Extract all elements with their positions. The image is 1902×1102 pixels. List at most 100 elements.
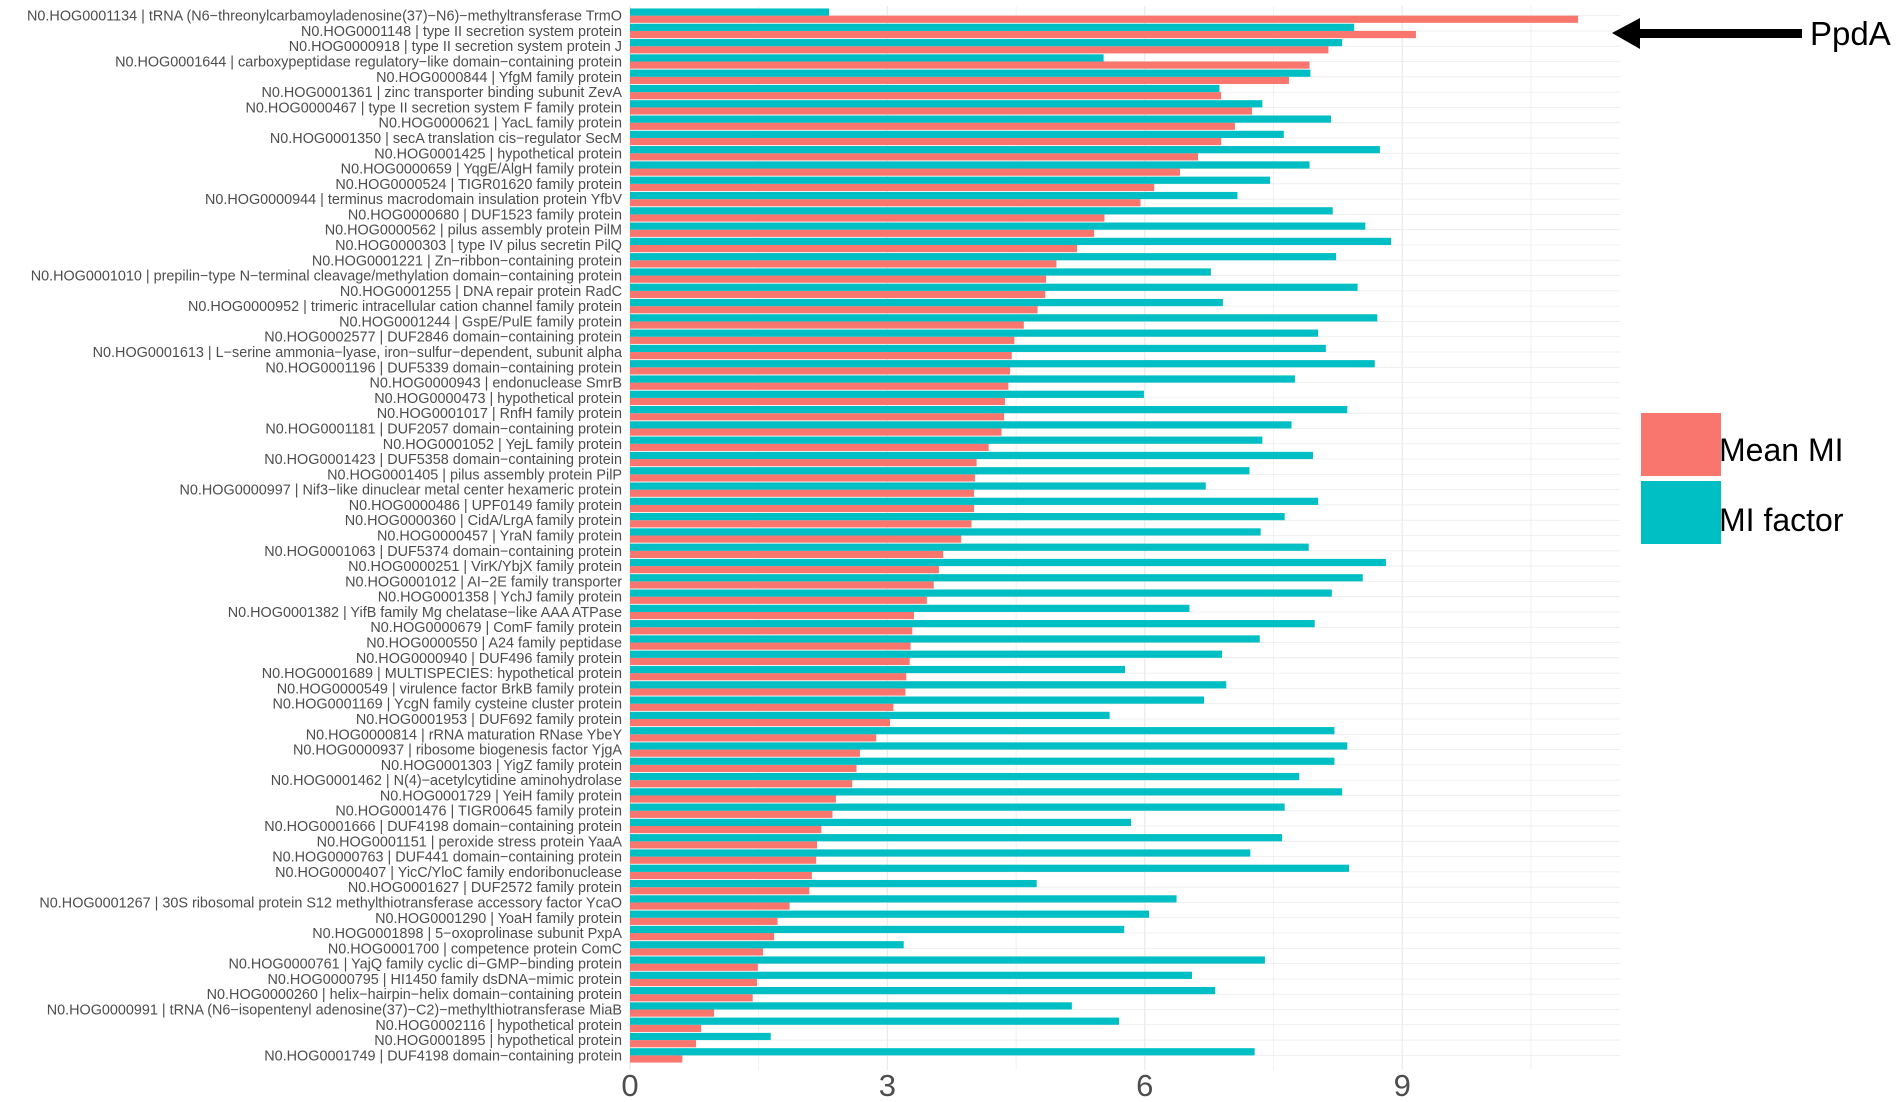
bar-mean-mi bbox=[630, 596, 927, 604]
bar-mi-factor bbox=[630, 589, 1332, 597]
category-label: N0.HOG0001010 | prepilin−type N−terminal… bbox=[31, 269, 622, 285]
bar-mean-mi bbox=[630, 642, 911, 650]
category-label: N0.HOG0001895 | hypothetical protein bbox=[374, 1033, 622, 1049]
category-label: N0.HOG0001350 | secA translation cis−reg… bbox=[270, 131, 622, 147]
bar-mean-mi bbox=[630, 504, 975, 513]
bar-mi-factor bbox=[630, 620, 1315, 628]
category-label: N0.HOG0001405 | pilus assembly protein P… bbox=[327, 467, 622, 483]
category-label: N0.HOG0001290 | YoaH family protein bbox=[375, 911, 622, 927]
bar-mi-factor bbox=[630, 360, 1375, 368]
category-label: N0.HOG0001613 | L−serine ammonia−lyase, … bbox=[93, 345, 622, 361]
bar-mean-mi bbox=[630, 260, 1057, 268]
bar-mi-factor bbox=[630, 191, 1238, 200]
bar-mi-factor bbox=[630, 925, 1125, 934]
bar-mi-factor bbox=[630, 222, 1366, 230]
bar-mean-mi bbox=[630, 566, 939, 574]
category-label: N0.HOG0000659 | YqgE/AlgH family protein bbox=[341, 162, 622, 178]
bar-mi-factor bbox=[630, 268, 1211, 276]
bar-mean-mi bbox=[630, 137, 1222, 146]
bar-mean-mi bbox=[630, 92, 1222, 100]
bar-mi-factor bbox=[630, 604, 1190, 612]
bar-mi-factor bbox=[630, 987, 1216, 995]
bar-mean-mi bbox=[630, 122, 1235, 130]
bar-mean-mi bbox=[630, 764, 857, 773]
bar-mean-mi bbox=[630, 994, 753, 1002]
bar-mean-mi bbox=[630, 336, 1015, 344]
bar-mi-factor bbox=[630, 757, 1335, 765]
bar-mean-mi bbox=[630, 352, 1012, 360]
bar-mi-factor bbox=[630, 84, 1220, 93]
bar-mi-factor bbox=[630, 436, 1263, 444]
bar-mean-mi bbox=[630, 397, 1005, 406]
category-label: N0.HOG0000621 | YacL family protein bbox=[379, 116, 622, 132]
category-labels: N0.HOG0001134 | tRNA (N6−threonylcarbamo… bbox=[27, 9, 622, 1065]
bar-mean-mi bbox=[630, 474, 975, 482]
x-tick-label: 9 bbox=[1394, 1068, 1411, 1102]
x-axis-tick-labels: 0 3 6 9 bbox=[621, 1068, 1410, 1102]
category-label: N0.HOG0001425 | hypothetical protein bbox=[374, 146, 622, 162]
bar-mean-mi bbox=[630, 321, 1024, 329]
bar-mi-factor bbox=[630, 574, 1363, 582]
bar-mi-factor bbox=[630, 727, 1335, 735]
bar-mean-mi bbox=[630, 443, 989, 451]
bar-mean-mi bbox=[630, 673, 907, 681]
category-label: N0.HOG0000761 | YajQ family cyclic di−GM… bbox=[228, 957, 622, 973]
category-label: N0.HOG0002577 | DUF2846 domain−containin… bbox=[264, 330, 622, 346]
category-label: N0.HOG0000550 | A24 family peptidase bbox=[366, 636, 622, 652]
bar-mi-factor bbox=[630, 1048, 1255, 1056]
category-label: N0.HOG0001196 | DUF5339 domain−containin… bbox=[265, 360, 622, 376]
bar-mean-mi bbox=[630, 1055, 683, 1063]
bar-mean-mi bbox=[630, 627, 913, 635]
bar-mean-mi bbox=[630, 15, 1579, 23]
bar-mi-factor bbox=[630, 161, 1310, 169]
bar-mean-mi bbox=[630, 428, 1002, 436]
bar-mi-factor bbox=[630, 681, 1227, 689]
category-label: N0.HOG0001017 | RnfH family protein bbox=[377, 406, 622, 422]
bar-mi-factor bbox=[630, 344, 1326, 353]
bar-mi-factor bbox=[630, 390, 1144, 398]
bar-mi-factor bbox=[630, 54, 1104, 62]
category-label: N0.HOG0000918 | type II secretion system… bbox=[289, 39, 622, 55]
category-label: N0.HOG0001729 | YeiH family protein bbox=[380, 788, 622, 804]
bar-mi-factor bbox=[630, 8, 830, 16]
bar-mean-mi bbox=[630, 749, 860, 757]
bar-mean-mi bbox=[630, 306, 1038, 314]
category-label: N0.HOG0000944 | terminus macrodomain ins… bbox=[205, 192, 622, 208]
category-label: N0.HOG0001244 | GspE/PulE family protein bbox=[339, 314, 622, 330]
bar-mi-factor bbox=[630, 772, 1300, 781]
bar-mi-factor bbox=[630, 482, 1206, 490]
category-label: N0.HOG0001476 | TIGR00645 family protein bbox=[335, 804, 622, 820]
category-label: N0.HOG0000997 | Nif3−like dinuclear meta… bbox=[180, 483, 622, 499]
bar-mean-mi bbox=[630, 581, 934, 589]
bar-mean-mi bbox=[630, 489, 975, 497]
bar-mi-factor bbox=[630, 879, 1037, 888]
category-label: N0.HOG0001134 | tRNA (N6−threonylcarbamo… bbox=[27, 9, 622, 25]
bar-mean-mi bbox=[630, 963, 758, 971]
bar-mi-factor bbox=[630, 115, 1331, 123]
category-label: N0.HOG0001012 | AI−2E family transporter bbox=[345, 574, 622, 590]
category-label: N0.HOG0001255 | DNA repair protein RadC bbox=[340, 284, 622, 300]
bar-mean-mi bbox=[630, 459, 977, 467]
bar-mi-factor bbox=[630, 497, 1319, 505]
bar-mean-mi bbox=[630, 841, 818, 849]
bar-mi-factor bbox=[630, 971, 1192, 979]
arrow-icon bbox=[1612, 18, 1802, 49]
bar-mean-mi bbox=[630, 168, 1180, 176]
bar-mi-factor bbox=[630, 788, 1343, 796]
x-tick-label: 6 bbox=[1136, 1068, 1153, 1102]
category-label: N0.HOG0000407 | YicC/YloC family endorib… bbox=[275, 865, 622, 881]
category-label: N0.HOG0000844 | YfgM family protein bbox=[376, 70, 622, 86]
category-label: N0.HOG0001627 | DUF2572 family protein bbox=[348, 880, 622, 896]
annotation-label: PpdA bbox=[1810, 15, 1891, 52]
bar-mean-mi bbox=[630, 734, 877, 742]
category-label: N0.HOG0002116 | hypothetical protein bbox=[375, 1018, 622, 1034]
category-label: N0.HOG0000260 | helix−hairpin−helix doma… bbox=[207, 987, 622, 1003]
bar-mean-mi bbox=[630, 550, 944, 558]
category-label: N0.HOG0001151 | peroxide stress protein … bbox=[317, 834, 623, 850]
category-label: N0.HOG0001700 | competence protein ComC bbox=[328, 941, 622, 957]
ppda-annotation: PpdA bbox=[1612, 15, 1891, 52]
bar-mean-mi bbox=[630, 611, 914, 620]
bar-mi-factor bbox=[630, 818, 1132, 827]
bar-mi-factor bbox=[630, 207, 1333, 215]
